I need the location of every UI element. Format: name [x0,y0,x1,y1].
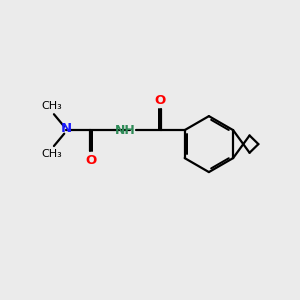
Text: NH: NH [114,124,135,137]
Text: N: N [60,122,72,135]
Text: CH₃: CH₃ [42,101,62,111]
Text: O: O [154,94,165,106]
Text: CH₃: CH₃ [42,149,62,159]
Text: O: O [85,154,97,167]
